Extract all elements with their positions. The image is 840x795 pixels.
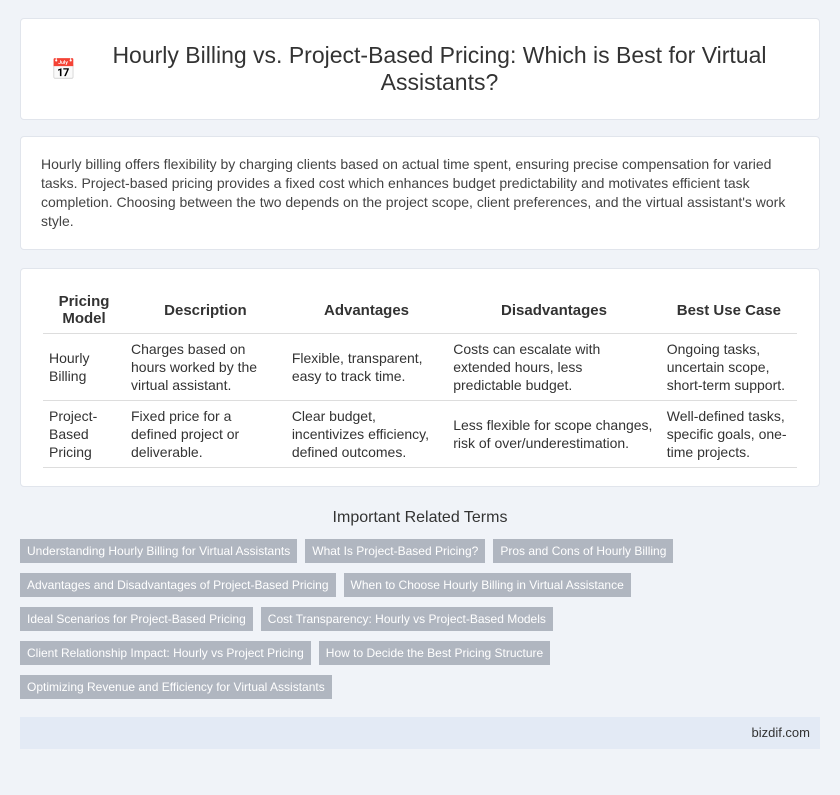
table-cell: Charges based on hours worked by the vir…	[125, 333, 286, 401]
table-card: Pricing Model Description Advantages Disadv…	[20, 268, 820, 487]
table-header: Disadvantages	[447, 287, 661, 334]
tag[interactable]: Optimizing Revenue and Efficiency for Vi…	[20, 675, 332, 699]
tag[interactable]: Advantages and Disadvantages of Project-…	[20, 573, 336, 597]
page: 📅 Hourly Billing vs. Project-Based Pricin…	[0, 18, 840, 795]
header: 📅 Hourly Billing vs. Project-Based Pricin…	[20, 18, 820, 120]
title: Hourly Billing vs. Project-Based Pricing…	[112, 42, 767, 95]
table-row: Hourly Billing Charges based on hours wor…	[43, 333, 797, 401]
tag[interactable]: Pros and Cons of Hourly Billing	[493, 539, 674, 563]
tag[interactable]: What Is Project-Based Pricing?	[305, 539, 486, 563]
table-header: Pricing Model	[43, 287, 125, 334]
table-row: Project-Based Pricing Fixed price for a d…	[43, 400, 797, 468]
intro: Hourly billing offers flexibility by cha…	[20, 136, 820, 250]
table: Pricing Model Description Advantages Disadv…	[43, 287, 797, 468]
table-cell: Hourly Billing	[43, 333, 125, 401]
table-cell: Costs can escalate with extended hours, …	[447, 333, 661, 401]
tag[interactable]: Ideal Scenarios for Project-Based Pricin…	[20, 607, 253, 631]
related-title: Important Related Terms	[332, 509, 508, 526]
tags: Understanding Hourly Billing for Virtual…	[0, 539, 840, 699]
tag[interactable]: When to Choose Hourly Billing in Virtual…	[343, 573, 631, 597]
table-cell: Flexible, transparent, easy to track tim…	[285, 333, 448, 401]
footer: bizdif.com	[20, 717, 820, 749]
table-cell: Fixed price for a defined project or del…	[125, 400, 286, 468]
table-cell: Project-Based Pricing	[43, 400, 125, 468]
table-header: Description	[125, 287, 286, 334]
tag[interactable]: Cost Transparency: Hourly vs Project-Bas…	[260, 607, 553, 631]
tag[interactable]: How to Decide the Best Pricing Structure	[318, 641, 551, 665]
table-cell: Clear budget, incentivizes efficiency, d…	[285, 400, 448, 468]
tag[interactable]: Understanding Hourly Billing for Virtual…	[20, 539, 298, 563]
tag[interactable]: Client Relationship Impact: Hourly vs Pr…	[20, 641, 311, 665]
table-cell: Ongoing tasks, uncertain scope, short-te…	[660, 333, 797, 401]
table-header: Best Use Case	[660, 287, 797, 334]
table-cell: Less flexible for scope changes, risk of…	[447, 400, 661, 468]
table-header: Advantages	[285, 287, 448, 334]
table-cell: Well-defined tasks, specific goals, one-…	[660, 400, 797, 468]
